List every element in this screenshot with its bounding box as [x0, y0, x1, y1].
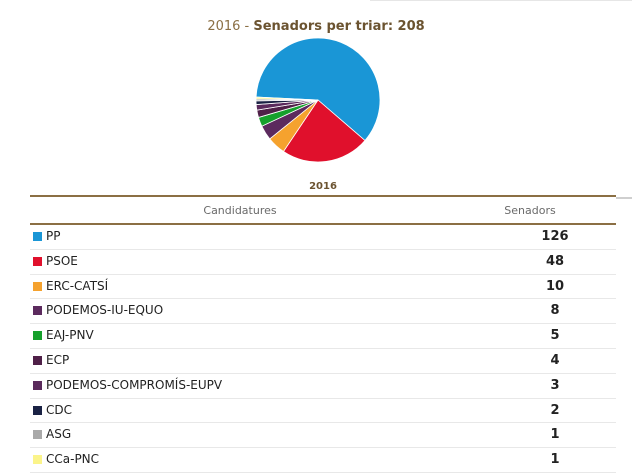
- seat-count: 3: [550, 377, 560, 393]
- seat-count: 2: [550, 402, 560, 418]
- top-divider: [370, 0, 632, 1]
- pie-slice-cca-pnc: [255, 96, 319, 101]
- table-row: CDC 2: [30, 399, 616, 424]
- seat-count: 48: [545, 253, 565, 269]
- party-name: PP: [46, 229, 61, 243]
- right-divider: [616, 197, 632, 199]
- table-year-label: 2016: [309, 181, 337, 192]
- table-row: ASG 1: [30, 423, 616, 449]
- seat-count: 126: [541, 229, 569, 244]
- party-name: ERC-CATSÍ: [46, 278, 109, 293]
- header-candidatures: Candidatures: [203, 204, 277, 217]
- seat-count: 4: [550, 352, 560, 368]
- party-name: CDC: [46, 402, 72, 417]
- seat-count: 1: [550, 427, 560, 443]
- party-color-swatch: [33, 405, 42, 415]
- party-color-swatch: [33, 232, 42, 241]
- seat-count: 5: [550, 328, 560, 344]
- table-header: Candidatures Senadors: [30, 197, 616, 225]
- party-color-swatch: [33, 331, 42, 341]
- party-color-swatch: [33, 355, 42, 365]
- party-name: PODEMOS-COMPROMÍS-EUPV: [46, 377, 223, 392]
- seat-count: 1: [550, 452, 560, 468]
- pie-chart: [255, 37, 381, 163]
- year-divider: [30, 195, 616, 197]
- table-row: ERC-CATSÍ 10: [30, 275, 616, 300]
- table-row: PSOE 48: [30, 250, 616, 275]
- party-color-swatch: [33, 281, 42, 291]
- title-year: 2016: [207, 19, 241, 34]
- party-color-swatch: [33, 380, 42, 390]
- seat-count: 8: [550, 303, 560, 319]
- table-row: CCa-PNC 1: [30, 448, 616, 473]
- party-name: EAJ-PNV: [46, 328, 94, 343]
- pie-slice-pp: [255, 37, 381, 142]
- party-name: CCa-PNC: [46, 452, 100, 467]
- table-row: EAJ-PNV 5: [30, 324, 616, 349]
- party-color-swatch: [33, 430, 42, 440]
- party-color-swatch: [33, 306, 42, 316]
- seat-count: 10: [545, 278, 565, 294]
- header-senadors: Senadors: [504, 204, 556, 217]
- table-row: PODEMOS-COMPROMÍS-EUPV 3: [30, 374, 616, 399]
- title-label: Senadors per triar: 208: [253, 19, 425, 34]
- table-row: PP 126: [30, 225, 616, 250]
- chart-title: 2016 - Senadors per triar: 208: [0, 19, 632, 34]
- party-color-swatch: [33, 256, 42, 266]
- party-name: PODEMOS-IU-EQUO: [46, 303, 164, 318]
- party-color-swatch: [33, 455, 42, 465]
- party-name: PSOE: [46, 253, 78, 268]
- pie-slice-psoe: [282, 99, 366, 163]
- title-separator: -: [240, 19, 254, 34]
- table-row: ECP 4: [30, 349, 616, 374]
- results-table: Candidatures Senadors PP 126 PSOE 48 ERC-CAT…: [30, 197, 616, 473]
- table-body: PP 126 PSOE 48 ERC-CATSÍ 10 PODEMOS-IU-EQUO 8 EA…: [30, 225, 616, 473]
- party-name: ASG: [46, 427, 72, 442]
- table-row: PODEMOS-IU-EQUO 8: [30, 299, 616, 325]
- party-name: ECP: [46, 352, 70, 367]
